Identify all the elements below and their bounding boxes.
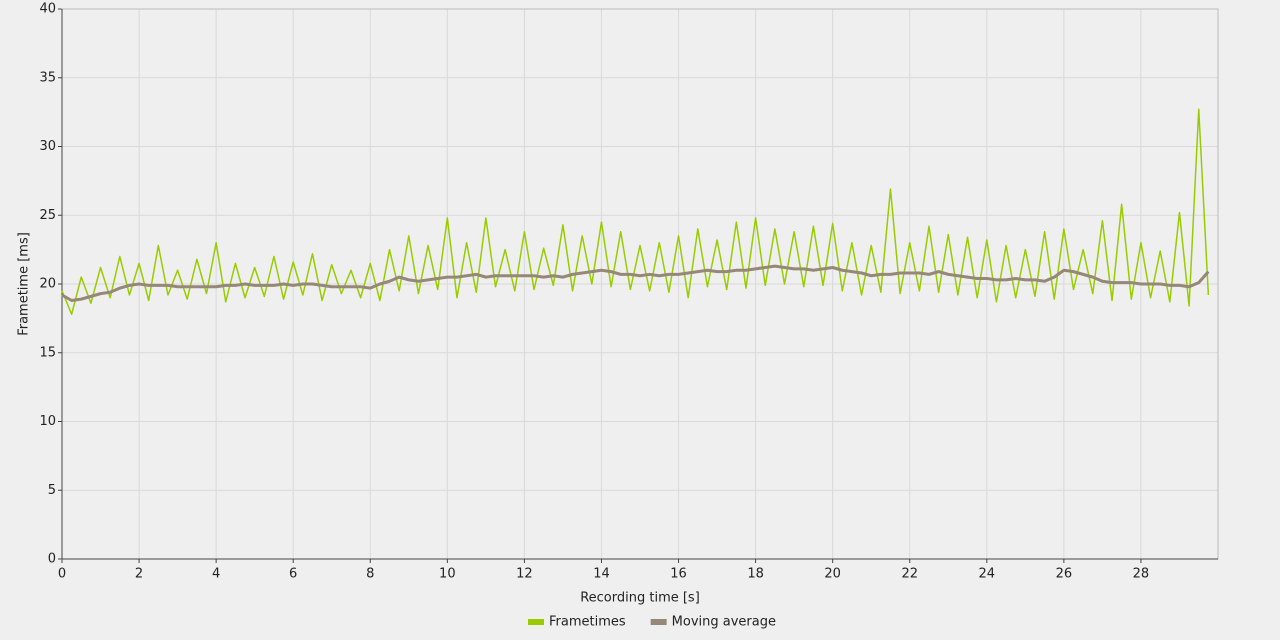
y-tick-label: 25 <box>39 208 56 223</box>
legend-swatch <box>650 619 667 625</box>
y-tick-label: 40 <box>39 2 56 17</box>
x-tick-label: 10 <box>439 567 456 582</box>
series-line <box>61 264 1210 302</box>
x-axis-label: Recording time [s] <box>580 591 700 606</box>
x-tick-label: 22 <box>901 567 918 582</box>
x-tick-label: 16 <box>670 567 687 582</box>
x-tick-label: 28 <box>1133 567 1150 582</box>
y-axis-label: Frametime [ms] <box>17 232 32 336</box>
y-tick-label: 20 <box>39 277 56 292</box>
y-tick-label: 5 <box>48 483 56 498</box>
x-tick-label: 12 <box>516 567 533 582</box>
x-tick-label: 20 <box>824 567 841 582</box>
series-line <box>61 108 1210 315</box>
x-tick-label: 8 <box>366 567 374 582</box>
legend-label: Frametimes <box>549 615 626 630</box>
x-tick-label: 4 <box>212 567 220 582</box>
x-tick-label: 24 <box>979 567 996 582</box>
x-tick-label: 18 <box>747 567 764 582</box>
x-tick-label: 6 <box>289 567 297 582</box>
y-tick-label: 0 <box>48 552 56 567</box>
y-tick-label: 35 <box>39 70 56 85</box>
legend-label: Moving average <box>672 615 776 630</box>
legend-swatch <box>528 619 544 625</box>
y-tick-label: 10 <box>39 414 56 429</box>
y-tick-label: 30 <box>39 139 56 154</box>
x-tick-label: 0 <box>58 567 66 582</box>
x-tick-label: 14 <box>593 567 610 582</box>
x-tick-label: 2 <box>135 567 143 582</box>
x-tick-label: 26 <box>1056 567 1073 582</box>
y-tick-label: 15 <box>39 345 56 360</box>
